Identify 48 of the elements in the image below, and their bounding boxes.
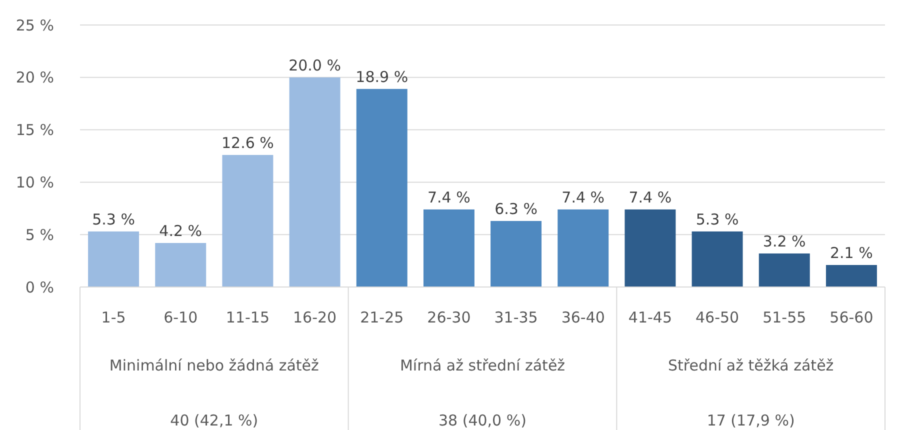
x-tick-label: 31-35 xyxy=(494,308,538,326)
x-tick-label: 56-60 xyxy=(830,308,874,326)
text: 40 (42,1 %) xyxy=(170,411,258,430)
y-tick-label: 25 % xyxy=(16,16,54,34)
data-label: 7.4 % xyxy=(628,188,672,206)
y-tick-label: 0 % xyxy=(25,278,54,296)
bar xyxy=(155,242,206,287)
x-tick-label: 16-20 xyxy=(292,308,337,326)
bar xyxy=(88,231,140,287)
bar xyxy=(222,154,274,287)
bar xyxy=(758,253,810,287)
text: Střední až těžká zátěž xyxy=(668,356,834,374)
data-label: 5.3 % xyxy=(92,210,135,228)
x-tick-label: 26-30 xyxy=(427,308,471,326)
x-tick-label: 46-50 xyxy=(695,308,740,326)
x-tick-label: 21-25 xyxy=(360,308,404,326)
text: 38 (40,0 %) xyxy=(438,411,526,430)
x-tick-label: 36-40 xyxy=(561,308,605,326)
data-label: 7.4 % xyxy=(428,188,470,206)
data-label: 4.2 % xyxy=(159,222,202,240)
bar xyxy=(490,220,542,287)
text: Mírná až střední zátěž xyxy=(400,356,566,374)
bar xyxy=(558,209,609,287)
bar xyxy=(624,209,676,287)
x-tick-label: 6-10 xyxy=(164,308,198,326)
data-label: 18.9 % xyxy=(356,68,408,86)
data-label: 20.0 % xyxy=(288,56,342,74)
y-tick-label: 15 % xyxy=(16,121,54,140)
text: Minimální nebo žádná zátěž xyxy=(109,356,320,374)
text: 17 (17,9 %) xyxy=(706,411,795,430)
data-label: 12.6 % xyxy=(221,134,274,152)
data-label: 3.2 % xyxy=(762,232,806,250)
y-tick-label: 5 % xyxy=(25,226,54,244)
data-label: 2.1 % xyxy=(830,244,873,262)
bar xyxy=(423,209,474,287)
data-label: 5.3 % xyxy=(696,210,739,228)
bar xyxy=(289,77,340,287)
data-label: 7.4 % xyxy=(562,188,605,206)
data-label: 6.3 % xyxy=(494,200,538,218)
y-tick-label: 20 % xyxy=(16,68,54,87)
bar xyxy=(826,264,877,287)
bar xyxy=(692,231,743,287)
bar xyxy=(356,88,408,287)
x-tick-label: 41-45 xyxy=(628,308,672,326)
x-tick-label: 51-55 xyxy=(762,308,806,326)
x-tick-label: 1-5 xyxy=(101,308,126,326)
x-tick-label: 11-15 xyxy=(226,308,270,326)
y-tick-label: 10 % xyxy=(16,173,54,192)
